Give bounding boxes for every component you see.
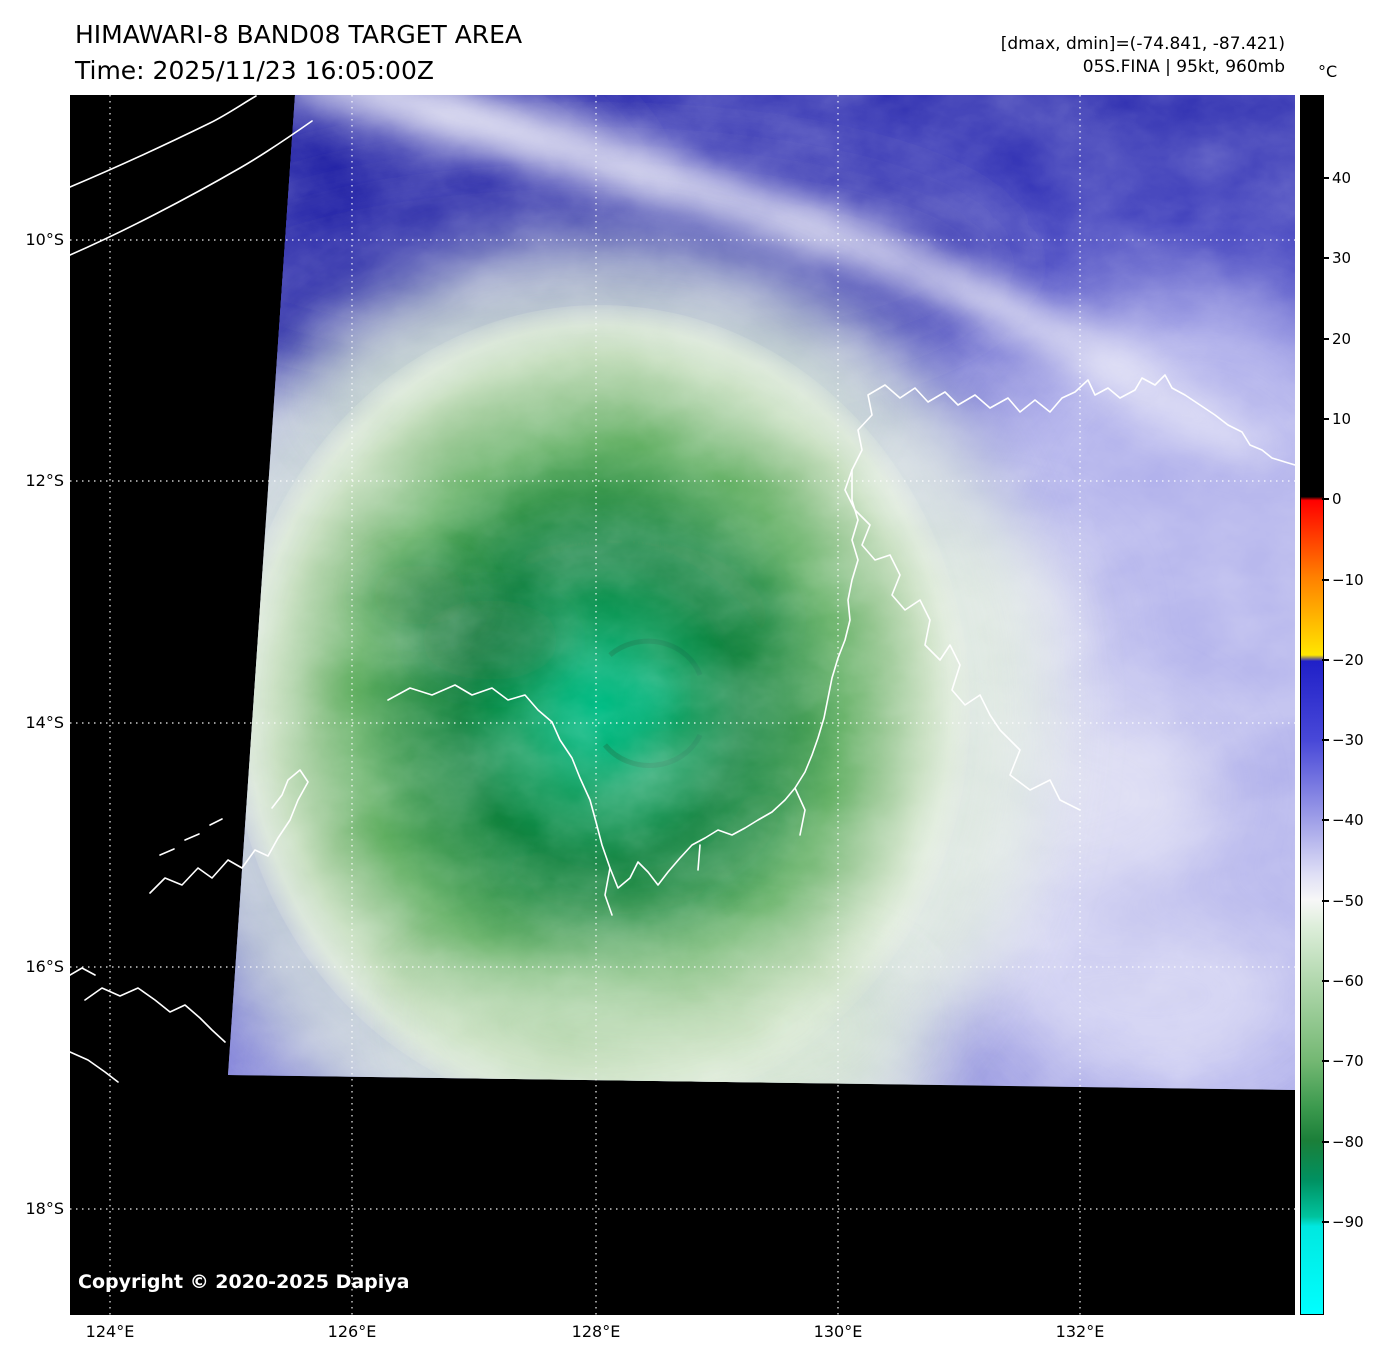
colorbar-tick-10: 10 [1321, 410, 1352, 428]
lat-label-18s: 18°S [25, 1199, 64, 1218]
colorbar-unit-label: °C [1318, 62, 1338, 81]
colorbar-tick-m30: −30 [1322, 731, 1364, 749]
storm-info: 05S.FINA | 95kt, 960mb [1082, 57, 1285, 77]
grid-lines [70, 95, 1295, 1315]
copyright-notice: Copyright © 2020-2025 Dapiya [78, 1271, 410, 1293]
header-right: [dmax, dmin]=(-74.841, -87.421) 05S.FINA… [700, 33, 1285, 79]
lon-label-132e: 132°E [1055, 1322, 1105, 1341]
colorbar-tick-m40: −40 [1322, 811, 1364, 829]
satellite-image [70, 95, 1295, 1315]
colorbar-tick-m10: −10 [1322, 571, 1364, 589]
lon-label-124e: 124°E [85, 1322, 135, 1341]
lon-label-128e: 128°E [571, 1322, 621, 1341]
lat-label-16s: 16°S [25, 957, 64, 976]
colorbar-tick-m90: −90 [1322, 1213, 1364, 1231]
colorbar [1300, 95, 1324, 1315]
colorbar-tick-20: 20 [1321, 330, 1352, 348]
colorbar-tick-m80: −80 [1322, 1133, 1364, 1151]
lat-label-14s: 14°S [25, 713, 64, 732]
colorbar-tick-m20: −20 [1322, 651, 1364, 669]
satellite-swath [228, 95, 1295, 1090]
dmax-dmin-readout: [dmax, dmin]=(-74.841, -87.421) [1000, 34, 1285, 54]
page-title: HIMAWARI-8 BAND08 TARGET AREA [75, 20, 523, 49]
colorbar-tick-30: 30 [1321, 249, 1352, 267]
lon-label-126e: 126°E [327, 1322, 377, 1341]
colorbar-tick-0: 0 [1322, 490, 1342, 508]
colorbar-tick-m60: −60 [1322, 972, 1364, 990]
lon-label-130e: 130°E [813, 1322, 863, 1341]
timestamp: Time: 2025/11/23 16:05:00Z [75, 56, 434, 85]
map-canvas: Copyright © 2020-2025 Dapiya [70, 95, 1295, 1315]
colorbar-tick-40: 40 [1321, 169, 1352, 187]
lat-label-10s: 10°S [25, 230, 64, 249]
coastlines [70, 95, 1295, 1083]
colorbar-tick-m70: −70 [1322, 1052, 1364, 1070]
lat-label-12s: 12°S [25, 471, 64, 490]
colorbar-tick-m50: −50 [1322, 892, 1364, 910]
